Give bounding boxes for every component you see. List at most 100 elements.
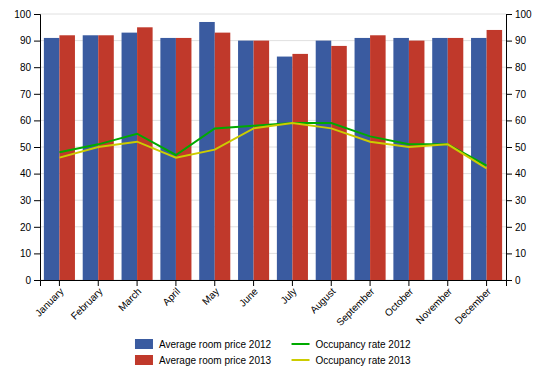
- y-tick: 50: [20, 142, 40, 153]
- bar-series: [59, 27, 502, 280]
- tick-mark: [34, 253, 40, 254]
- y2-tick-label: 60: [515, 115, 527, 126]
- y2-tick: 70: [506, 89, 527, 100]
- legend-label: Average room price 2013: [159, 355, 272, 366]
- y2-tick: 40: [506, 168, 527, 179]
- x-tick-label: July: [278, 286, 298, 306]
- tick-mark: [506, 200, 512, 201]
- bar: [160, 38, 176, 280]
- legend-column: Occupancy rate 2012 Occupancy rate 2013: [292, 339, 411, 366]
- tick-mark: [292, 280, 293, 286]
- tick-mark: [506, 174, 512, 175]
- y2-tick-label: 90: [515, 35, 527, 46]
- bar: [238, 41, 254, 280]
- y2-tick-label: 70: [515, 89, 527, 100]
- y-tick: 40: [20, 168, 40, 179]
- tick-mark: [506, 41, 512, 42]
- y-tick-label: 40: [20, 168, 32, 179]
- legend-item: Occupancy rate 2013: [292, 355, 411, 366]
- x-tick-label: June: [237, 285, 260, 308]
- y2-tick: 10: [506, 248, 527, 259]
- tick-mark: [98, 280, 99, 286]
- tick-mark: [137, 280, 138, 286]
- y2-tick: 60: [506, 115, 527, 126]
- x-tick-label: January: [33, 286, 66, 319]
- legend-swatch: [292, 359, 310, 361]
- tick-mark: [506, 67, 512, 68]
- legend-label: Occupancy rate 2013: [316, 355, 411, 366]
- tick-mark: [175, 280, 176, 286]
- x-tick: January: [33, 280, 66, 319]
- grid: [40, 14, 506, 280]
- x-tick: February: [69, 280, 105, 322]
- plot-area: JanuaryFebruaryMarchAprilMayJuneJulyAugu…: [14, 9, 532, 328]
- bar: [122, 33, 138, 280]
- bar: [487, 30, 503, 280]
- tick-mark: [486, 280, 487, 286]
- chart-container: JanuaryFebruaryMarchAprilMayJuneJulyAugu…: [0, 0, 546, 376]
- bar: [176, 38, 192, 280]
- legend-swatch: [135, 339, 153, 349]
- tick-mark: [34, 280, 40, 281]
- tick-mark: [34, 227, 40, 228]
- tick-mark: [506, 120, 512, 121]
- grid-line: [40, 14, 506, 15]
- y2-tick: 30: [506, 195, 527, 206]
- bar: [277, 57, 293, 280]
- axis-domain: [507, 15, 513, 281]
- bar: [44, 38, 60, 280]
- tick-mark: [506, 147, 512, 148]
- bar: [215, 33, 231, 280]
- y2-tick-label: 30: [515, 195, 527, 206]
- x-tick: April: [160, 280, 182, 308]
- x-tick: July: [278, 280, 298, 306]
- y-tick: 100: [14, 9, 40, 20]
- y-tick: 10: [20, 248, 40, 259]
- x-tick: June: [237, 280, 260, 309]
- y-tick-label: 90: [20, 35, 32, 46]
- y-tick-label: 60: [20, 115, 32, 126]
- tick-mark: [214, 280, 215, 286]
- y-axis: 0102030405060708090100: [14, 9, 40, 286]
- bar: [432, 38, 448, 280]
- marks: [44, 22, 502, 280]
- x-tick-label: February: [69, 286, 105, 322]
- tick-mark: [34, 41, 40, 42]
- x-tick-label: April: [160, 286, 182, 308]
- bar-series: [44, 22, 487, 280]
- x-tick: November: [414, 280, 455, 326]
- y2-axis: 0 10 20 30 40 50 60 70 80 90 100: [506, 9, 532, 286]
- y2-tick-label: 100: [515, 9, 532, 20]
- legend-item: Occupancy rate 2012: [292, 339, 411, 350]
- y-tick: 20: [20, 222, 40, 233]
- tick-mark: [59, 280, 60, 286]
- legend-swatch: [292, 343, 310, 345]
- tick-mark: [506, 94, 512, 95]
- tick-mark: [34, 67, 40, 68]
- y2-tick: 80: [506, 62, 527, 73]
- y-tick-label: 20: [20, 222, 32, 233]
- y-tick: 60: [20, 115, 40, 126]
- x-tick: December: [453, 280, 494, 326]
- y2-tick-label: 10: [515, 248, 527, 259]
- legend-label: Average room price 2012: [159, 339, 272, 350]
- bar: [370, 35, 386, 280]
- bar: [98, 35, 114, 280]
- legend-label: Occupancy rate 2012: [316, 339, 411, 350]
- x-tick: March: [116, 280, 143, 313]
- legend-column: Average room price 2012 Average room pric…: [135, 339, 272, 366]
- tick-mark: [34, 14, 40, 15]
- y2-tick: 50: [506, 142, 527, 153]
- x-tick-label: November: [414, 285, 455, 326]
- bar: [292, 54, 308, 280]
- y-tick-label: 100: [14, 9, 31, 20]
- y2-tick-label: 0: [515, 275, 521, 286]
- y2-tick-label: 20: [515, 222, 527, 233]
- x-tick-label: August: [308, 286, 338, 316]
- y-tick-label: 0: [25, 275, 31, 286]
- legend-item: Average room price 2013: [135, 355, 272, 366]
- bar: [316, 41, 332, 280]
- tick-mark: [506, 14, 512, 15]
- x-tick: October: [382, 280, 415, 319]
- tick-mark: [34, 174, 40, 175]
